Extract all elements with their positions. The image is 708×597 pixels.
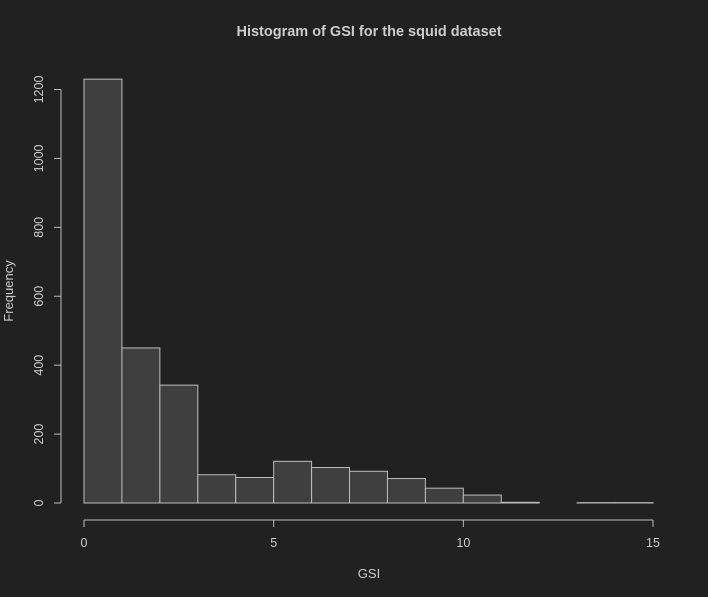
x-axis: 0 5 10 15: [81, 519, 660, 550]
histogram-bar: [311, 467, 351, 504]
chart-title: Histogram of GSI for the squid dataset: [236, 24, 501, 40]
histogram-bar: [273, 460, 313, 504]
histogram-bars: [83, 78, 654, 504]
histogram-bar: [424, 487, 464, 504]
y-axis-tick-label: 400: [32, 355, 46, 376]
histogram-bar: [83, 78, 123, 504]
y-axis-tick-label: 0: [32, 499, 46, 506]
y-axis-tick-label: 1200: [32, 76, 46, 104]
y-axis-tick-label: 800: [32, 217, 46, 238]
histogram-bar: [159, 384, 199, 504]
x-axis-tick-label: 0: [81, 536, 88, 550]
histogram-bar: [121, 347, 161, 504]
y-axis-tick-label: 200: [32, 424, 46, 445]
histogram-bar: [500, 501, 540, 504]
y-axis-tick-label: 600: [32, 286, 46, 307]
y-axis-tick-label: 1000: [32, 144, 46, 172]
histogram-bar: [197, 474, 237, 504]
histogram-bar: [235, 477, 275, 504]
x-axis-label: GSI: [358, 566, 380, 581]
histogram-bar: [386, 478, 426, 504]
x-axis-tick-label: 15: [646, 536, 660, 550]
x-axis-tick-label: 10: [456, 536, 470, 550]
histogram-bar: [349, 470, 388, 504]
x-axis-tick-label: 5: [270, 536, 277, 550]
y-axis-label: Frequency: [1, 260, 16, 322]
y-axis: 0 200 400 600 800 1000 1200: [32, 76, 62, 506]
histogram-bar: [462, 494, 502, 504]
